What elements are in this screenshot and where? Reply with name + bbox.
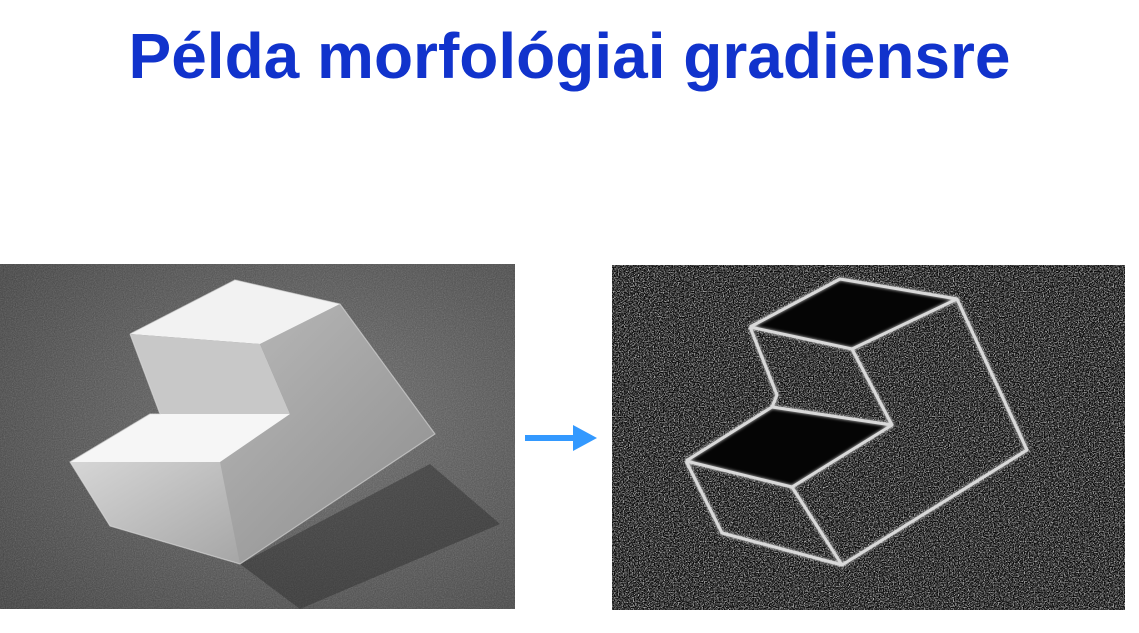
original-image [0,264,515,609]
slide-title: Példa morfológiai gradiensre [128,20,1011,92]
right-arrow-icon [525,422,600,454]
gradient-result-image [612,265,1125,610]
